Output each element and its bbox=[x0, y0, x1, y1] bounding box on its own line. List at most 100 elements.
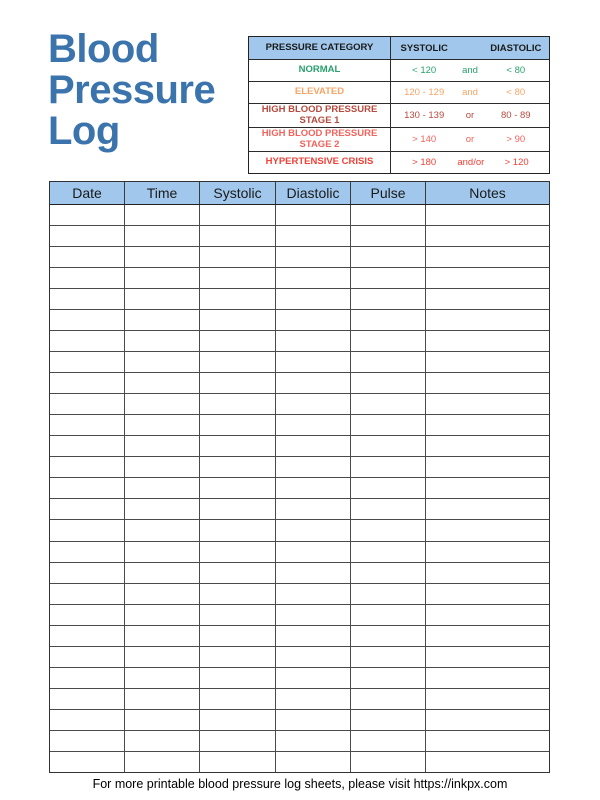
ref-row-stage2: HIGH BLOOD PRESSURE STAGE 2 > 140 or > 9… bbox=[249, 127, 549, 151]
log-cell bbox=[351, 541, 426, 562]
log-cell bbox=[351, 562, 426, 583]
log-cell bbox=[125, 520, 200, 541]
ref-row-elevated: ELEVATED 120 - 129 and < 80 bbox=[249, 81, 549, 103]
log-cell bbox=[276, 583, 351, 604]
log-row bbox=[50, 373, 549, 395]
log-cell bbox=[50, 268, 125, 289]
log-cell bbox=[276, 331, 351, 352]
log-cell bbox=[276, 499, 351, 520]
log-cell bbox=[200, 625, 276, 646]
log-header-time: Time bbox=[125, 182, 200, 204]
log-cell bbox=[200, 562, 276, 583]
log-row bbox=[50, 646, 549, 668]
reference-table-header-row: PRESSURE CATEGORY SYSTOLIC DIASTOLIC bbox=[249, 37, 549, 59]
log-cell bbox=[426, 478, 549, 498]
log-cell bbox=[200, 520, 276, 541]
log-cell bbox=[125, 268, 200, 289]
log-cell bbox=[125, 751, 200, 772]
diastolic-value: < 80 bbox=[506, 87, 526, 98]
log-row bbox=[50, 499, 549, 521]
log-cell bbox=[351, 352, 426, 373]
connector-label: and bbox=[462, 65, 478, 76]
category-label: HIGH BLOOD PRESSURE STAGE 2 bbox=[249, 128, 391, 151]
log-cell bbox=[200, 667, 276, 688]
category-label: HYPERTENSIVE CRISIS bbox=[249, 152, 391, 173]
log-table-body bbox=[50, 205, 549, 772]
log-cell bbox=[125, 583, 200, 604]
log-cell bbox=[50, 247, 125, 268]
log-cell bbox=[200, 751, 276, 772]
log-cell bbox=[276, 541, 351, 562]
log-cell bbox=[276, 667, 351, 688]
log-cell bbox=[426, 247, 549, 267]
log-row bbox=[50, 562, 549, 584]
log-cell bbox=[351, 709, 426, 730]
log-cell bbox=[276, 730, 351, 751]
log-cell bbox=[125, 562, 200, 583]
log-cell bbox=[125, 478, 200, 499]
log-row bbox=[50, 352, 549, 374]
log-cell bbox=[351, 730, 426, 751]
log-cell bbox=[351, 331, 426, 352]
log-cell bbox=[276, 226, 351, 247]
log-cell bbox=[50, 499, 125, 520]
reference-header-diastolic-label: DIASTOLIC bbox=[490, 42, 542, 54]
log-row bbox=[50, 205, 549, 227]
log-row bbox=[50, 415, 549, 437]
log-row bbox=[50, 226, 549, 248]
log-cell bbox=[426, 731, 549, 751]
log-cell bbox=[426, 520, 549, 540]
log-cell bbox=[351, 499, 426, 520]
log-row bbox=[50, 457, 549, 479]
log-cell bbox=[125, 247, 200, 268]
log-cell bbox=[426, 268, 549, 288]
log-cell bbox=[351, 268, 426, 289]
log-cell bbox=[351, 436, 426, 457]
log-cell bbox=[125, 604, 200, 625]
log-cell bbox=[426, 752, 549, 772]
log-row bbox=[50, 289, 549, 311]
log-row bbox=[50, 520, 549, 542]
log-cell bbox=[276, 562, 351, 583]
log-cell bbox=[125, 415, 200, 436]
log-cell bbox=[50, 457, 125, 478]
log-cell bbox=[351, 247, 426, 268]
log-cell bbox=[276, 520, 351, 541]
log-cell bbox=[125, 373, 200, 394]
log-cell bbox=[351, 520, 426, 541]
log-cell bbox=[125, 709, 200, 730]
log-cell bbox=[50, 730, 125, 751]
log-cell bbox=[426, 352, 549, 372]
log-row bbox=[50, 604, 549, 626]
systolic-value: < 120 bbox=[412, 65, 437, 76]
log-cell bbox=[426, 605, 549, 625]
log-row bbox=[50, 478, 549, 500]
diastolic-value: > 90 bbox=[506, 134, 526, 145]
log-cell bbox=[426, 457, 549, 477]
log-cell bbox=[50, 289, 125, 310]
log-cell bbox=[200, 310, 276, 331]
log-cell bbox=[351, 751, 426, 772]
category-label: ELEVATED bbox=[249, 82, 391, 103]
log-cell bbox=[276, 373, 351, 394]
log-cell bbox=[276, 751, 351, 772]
log-cell bbox=[125, 499, 200, 520]
log-header-diastolic: Diastolic bbox=[276, 182, 351, 204]
log-cell bbox=[200, 457, 276, 478]
log-cell bbox=[50, 394, 125, 415]
log-cell bbox=[125, 352, 200, 373]
log-cell bbox=[50, 373, 125, 394]
log-cell bbox=[125, 310, 200, 331]
log-cell bbox=[200, 604, 276, 625]
log-cell bbox=[351, 646, 426, 667]
log-cell bbox=[426, 499, 549, 519]
log-cell bbox=[276, 205, 351, 226]
log-cell bbox=[276, 646, 351, 667]
log-cell bbox=[426, 626, 549, 646]
log-cell bbox=[351, 667, 426, 688]
log-row bbox=[50, 751, 549, 772]
log-row bbox=[50, 268, 549, 290]
reference-header-category-label: PRESSURE CATEGORY bbox=[249, 37, 391, 59]
log-row bbox=[50, 394, 549, 416]
log-cell bbox=[426, 542, 549, 562]
